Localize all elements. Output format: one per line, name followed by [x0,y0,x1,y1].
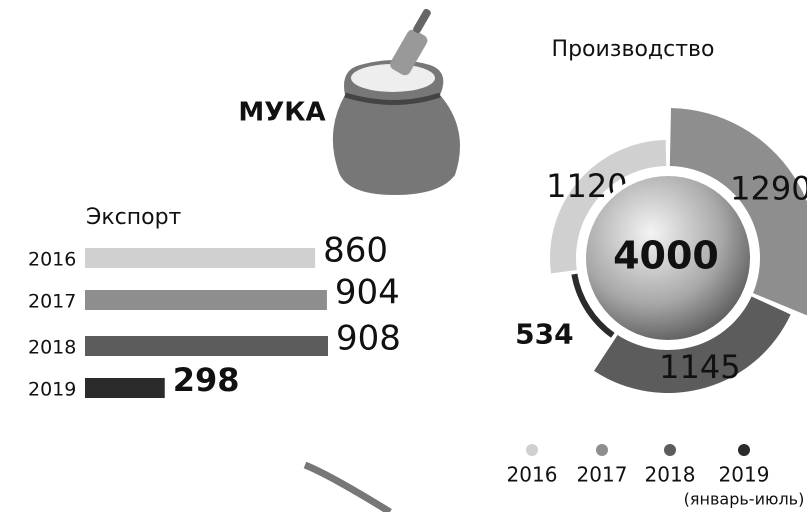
spoon-icon [305,465,390,512]
flour-bag-icon [333,8,460,195]
value-label: 1290 [730,170,807,208]
legend-marker [664,444,676,456]
category-label: 2017 [28,291,76,313]
category-label: 2019 [28,379,76,401]
bar [85,248,315,268]
bar [85,378,165,398]
value-label: 904 [335,273,400,313]
bar-chart-title: Экспорт [86,205,182,230]
legend-label: 2018 [645,463,696,487]
value-label: 1145 [659,348,740,386]
category-label: 2016 [28,249,76,271]
legend-note: (январь-июль) [684,490,805,509]
total-label: 4000 [613,234,719,278]
category-label: 2018 [28,337,76,359]
bar [85,290,327,310]
bar-chart: 2016 860 2017 904 2018 908 2019 298 [28,231,401,401]
donut-chart-title: Производство [552,37,715,62]
legend-label: 2016 [507,463,558,487]
value-label: 860 [323,231,388,271]
bar [85,336,328,356]
legend-marker [738,444,750,456]
main-title: МУКА [238,98,325,128]
legend-marker [596,444,608,456]
legend-label: 2017 [577,463,628,487]
infographic: МУКА Экспорт Производство 2016 860 2017 904… [0,0,807,512]
legend: 2016 2017 2018 2019 (январь-июль) [507,444,805,509]
legend-marker [526,444,538,456]
legend-label: 2019 [719,463,770,487]
value-label: 534 [515,318,573,351]
value-label: 908 [336,319,401,359]
value-label: 298 [173,361,240,399]
